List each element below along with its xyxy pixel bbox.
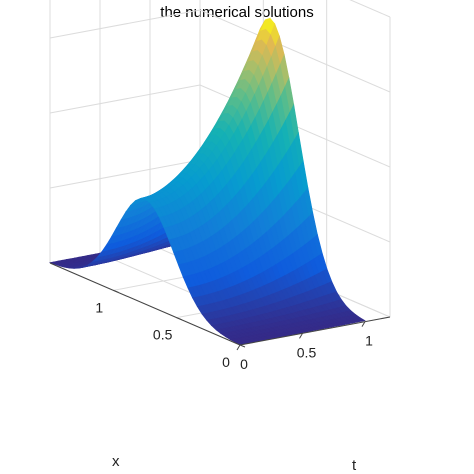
t-tick-mark: [361, 321, 366, 327]
x-tick-mark: [239, 344, 246, 348]
x-tick-mark: [176, 317, 182, 321]
t-tick-label: 0: [240, 356, 248, 372]
grid-line: [49, 9, 201, 39]
grid-line: [349, 0, 391, 18]
t-axis-label: t: [352, 457, 357, 474]
t-tick-mark: [299, 333, 303, 339]
surface-mesh: [48, 17, 366, 345]
grid-line: [49, 159, 201, 189]
chart-title: the numerical solutions: [160, 4, 314, 21]
tick-labels: 0 0.5 1 0 0.5 1: [95, 289, 373, 372]
x-tick-mark: [113, 289, 119, 293]
t-tick-mark: [236, 344, 241, 351]
x-tick-label: 0.5: [153, 327, 173, 343]
x-tick-label: 0: [222, 354, 230, 370]
x-tick-label: 1: [95, 299, 103, 315]
t-tick-label: 1: [365, 333, 373, 349]
t-tick-label: 0.5: [297, 344, 317, 360]
grid-line: [199, 9, 391, 93]
x-axis-label: x: [112, 453, 120, 470]
x-axis-line: [49, 262, 241, 346]
grid-line: [49, 84, 201, 114]
